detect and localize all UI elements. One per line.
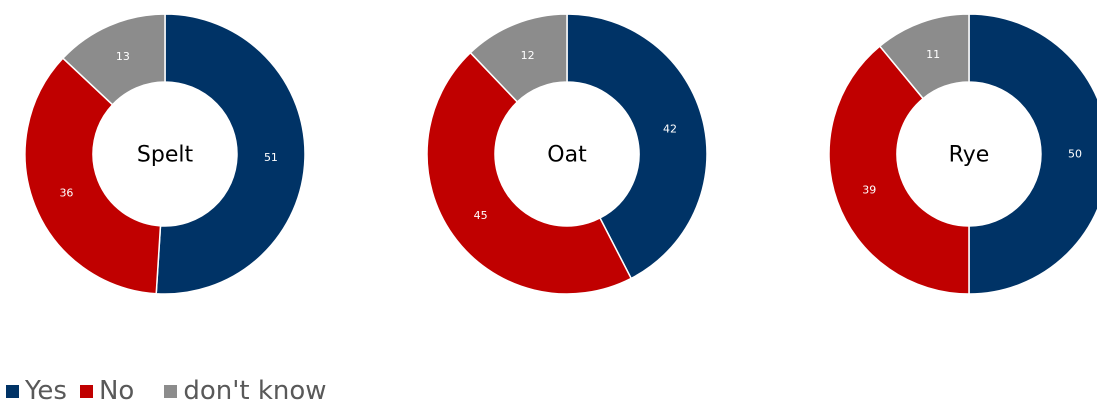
donut-spelt: 51 36 13 Spelt (24, 13, 306, 295)
slice-value-spelt-yes: 51 (264, 151, 278, 164)
legend-label-no: No (98, 376, 135, 406)
slice-oat-yes (566, 13, 708, 280)
center-label-oat: Oat (547, 143, 587, 168)
slice-spelt-no (24, 57, 162, 295)
slice-value-rye-no: 39 (862, 183, 876, 196)
slice-value-spelt-don-t-know: 13 (116, 50, 130, 63)
center-label-rye: Rye (949, 143, 990, 168)
slice-rye-no (828, 45, 970, 295)
legend-label-dont-know: don't know (183, 376, 327, 406)
donut-oat: 42 45 12 Oat (426, 13, 708, 295)
slice-value-oat-no: 45 (474, 209, 488, 222)
legend-swatch-dont-know (164, 384, 178, 398)
slice-value-oat-don-t-know: 12 (521, 49, 535, 62)
slice-rye-don-t-know (878, 13, 970, 100)
slice-value-spelt-no: 36 (59, 187, 73, 200)
slice-oat-don-t-know (469, 13, 568, 103)
slice-spelt-yes (155, 13, 306, 295)
legend-swatch-yes (6, 384, 19, 398)
slice-value-oat-yes: 42 (663, 123, 677, 136)
center-label-spelt: Spelt (137, 143, 194, 168)
slice-value-rye-don-t-know: 11 (926, 48, 940, 61)
slice-value-rye-yes: 50 (1068, 148, 1082, 161)
legend: Yes No don't know (6, 376, 327, 406)
legend-item-no: No (79, 376, 135, 406)
donut-rye: 50 39 11 Rye (828, 13, 1097, 295)
legend-item-dont-know: don't know (164, 376, 327, 406)
legend-swatch-no (79, 384, 93, 398)
slice-spelt-don-t-know (61, 13, 166, 106)
slice-rye-yes (968, 13, 1097, 295)
slice-oat-no (426, 51, 633, 295)
legend-item-yes: Yes (6, 376, 67, 406)
legend-label-yes: Yes (25, 376, 67, 406)
